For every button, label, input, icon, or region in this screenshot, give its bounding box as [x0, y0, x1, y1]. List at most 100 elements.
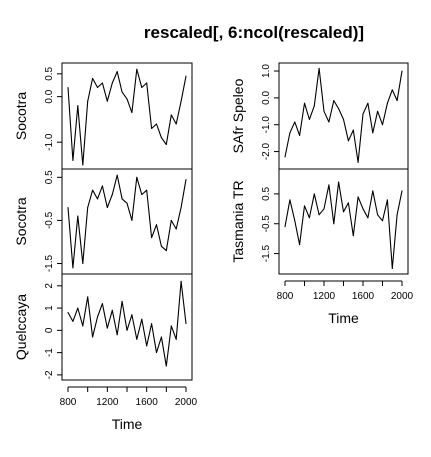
data-point: [146, 82, 148, 84]
data-point: [165, 143, 167, 145]
data-point: [175, 228, 177, 230]
data-point: [116, 174, 118, 176]
x-tick-label: 800: [60, 397, 77, 408]
x-tick-label: 1600: [352, 291, 375, 302]
data-point: [101, 185, 103, 187]
data-point: [106, 206, 108, 208]
y-tick-label: 1: [44, 305, 55, 311]
data-point: [180, 100, 182, 102]
data-point: [87, 100, 89, 102]
y-tick-label: -1: [44, 348, 55, 357]
panel-frame: [278, 168, 409, 275]
series-line: [284, 181, 403, 270]
data-point: [92, 189, 94, 191]
data-point: [377, 214, 379, 216]
data-point: [77, 215, 79, 217]
data-point: [131, 219, 133, 221]
y-tick-label: -0.5: [261, 215, 272, 233]
x-tick-label: 2000: [391, 291, 414, 302]
data-point: [170, 219, 172, 221]
data-point: [386, 199, 388, 201]
x-tick-label: 1200: [313, 291, 336, 302]
x-axis-label: Time: [112, 416, 143, 432]
x-tick-label: 800: [277, 291, 294, 302]
data-point: [160, 137, 162, 139]
y-tick-label: -1.5: [261, 245, 272, 263]
data-point: [82, 164, 84, 166]
data-point: [126, 329, 128, 331]
data-point: [111, 309, 113, 311]
data-point: [92, 336, 94, 338]
data-point: [87, 206, 89, 208]
y-axis-label: Tasmania TR: [230, 180, 246, 262]
data-point: [82, 325, 84, 327]
data-point: [323, 110, 325, 112]
data-point: [151, 323, 153, 325]
y-axis-label: Quelccaya: [13, 294, 29, 360]
data-point: [391, 89, 393, 91]
y-tick-label: -1.5: [44, 254, 55, 272]
data-point: [151, 128, 153, 130]
data-point: [156, 123, 157, 125]
data-point: [121, 300, 123, 302]
data-point: [156, 352, 157, 354]
data-point: [333, 223, 335, 225]
data-point: [357, 161, 359, 163]
data-point: [141, 87, 143, 89]
data-point: [304, 205, 305, 207]
data-point: [156, 224, 157, 226]
x-axis-label: Time: [328, 310, 359, 326]
data-point: [180, 206, 182, 208]
data-point: [165, 250, 167, 252]
data-point: [136, 68, 138, 70]
series-line: [284, 67, 403, 163]
y-tick-label: 0.0: [261, 90, 272, 104]
data-point: [126, 202, 128, 204]
data-point: [141, 318, 143, 320]
data-point: [347, 140, 349, 142]
data-point: [372, 190, 374, 192]
data-point: [131, 314, 133, 316]
y-tick-label: 2: [44, 283, 55, 289]
data-point: [146, 189, 148, 191]
data-point: [284, 156, 286, 158]
data-point: [116, 334, 118, 336]
data-point: [328, 121, 330, 123]
data-point: [136, 176, 138, 178]
x-tick-label: 2000: [175, 397, 198, 408]
data-point: [77, 307, 79, 309]
data-point: [299, 244, 301, 246]
data-point: [131, 112, 133, 114]
data-point: [175, 338, 177, 340]
data-point: [318, 214, 320, 216]
data-point: [289, 132, 291, 134]
data-point: [401, 70, 403, 72]
data-point: [180, 280, 182, 282]
data-point: [92, 77, 94, 79]
y-tick-label: 0.5: [261, 187, 272, 201]
data-point: [289, 199, 291, 201]
data-point: [308, 217, 310, 219]
data-point: [185, 178, 187, 180]
data-point: [160, 245, 162, 247]
data-point: [87, 296, 89, 298]
data-point: [106, 100, 108, 102]
data-point: [101, 82, 103, 84]
data-point: [126, 98, 128, 100]
data-point: [372, 132, 374, 134]
y-tick-label: -1.0: [44, 133, 55, 151]
y-tick-label: -2.0: [261, 143, 272, 161]
data-point: [101, 303, 103, 305]
data-point: [391, 268, 393, 270]
panel-3: 2 1 0 -1 -2 Quelccaya 800 1200 1600 2000 Time: [13, 273, 198, 432]
data-point: [328, 184, 330, 186]
data-point: [284, 226, 286, 228]
y-axis-label: SAfr Speleo: [230, 78, 246, 153]
data-point: [318, 67, 320, 69]
data-point: [338, 181, 340, 183]
data-point: [185, 75, 187, 77]
data-point: [313, 105, 315, 107]
data-point: [396, 214, 398, 216]
data-point: [294, 220, 296, 222]
